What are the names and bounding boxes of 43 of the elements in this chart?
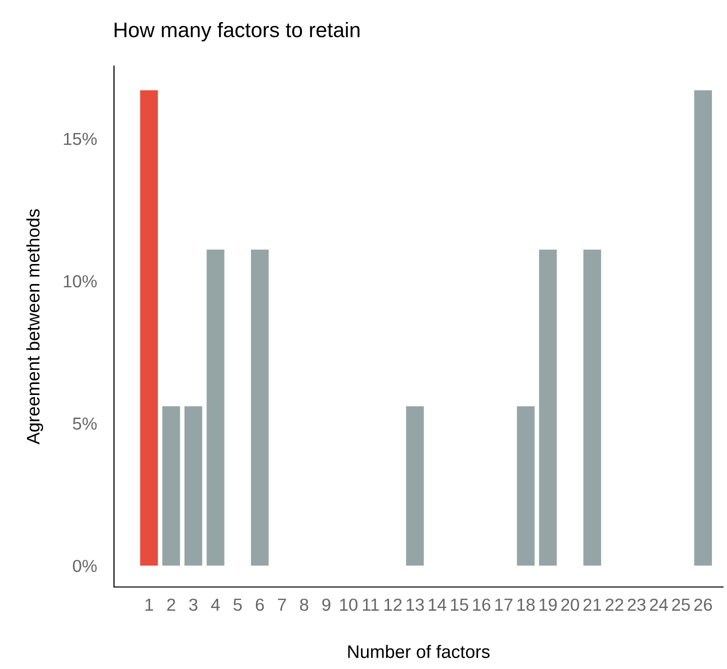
x-tick-label: 22 <box>606 598 624 611</box>
bar <box>140 90 158 566</box>
x-tick-label: 9 <box>322 598 330 611</box>
x-tick-label: 25 <box>672 598 690 611</box>
y-axis-title: Agreement between methods <box>26 209 44 444</box>
x-tick-label: 2 <box>167 598 176 611</box>
x-tick-label: 16 <box>473 598 490 611</box>
x-tick-label: 14 <box>428 598 446 611</box>
x-tick-label: 26 <box>694 598 712 611</box>
y-tick-label: 10% <box>64 275 97 288</box>
y-tick-label: 5% <box>72 418 97 430</box>
x-tick-label: 20 <box>561 598 580 611</box>
x-tick-label: 1 <box>146 598 153 611</box>
bar <box>162 406 180 566</box>
bar <box>539 250 557 566</box>
x-tick-label: 12 <box>384 598 402 611</box>
x-tick-label: 3 <box>189 598 198 611</box>
x-tick-label: 5 <box>234 598 242 611</box>
y-tick-label: 15% <box>64 132 97 146</box>
x-tick-label: 23 <box>628 598 646 611</box>
bar <box>406 406 424 566</box>
bar <box>206 250 224 566</box>
x-tick-label: 8 <box>300 598 308 611</box>
bar <box>516 406 535 566</box>
x-tick-label: 15 <box>450 598 468 611</box>
bar <box>694 90 712 566</box>
x-tick-label: 11 <box>362 598 379 611</box>
x-axis-title: Number of factors <box>348 644 490 658</box>
x-tick-label: 24 <box>650 598 668 611</box>
bar <box>184 406 202 566</box>
x-tick-label: 7 <box>278 598 286 611</box>
bar <box>583 250 602 566</box>
x-tick-label: 17 <box>495 598 512 611</box>
x-tick-label: 21 <box>583 598 602 611</box>
x-tick-label: 13 <box>406 598 424 611</box>
x-tick-label: 10 <box>340 598 358 611</box>
bar <box>250 250 269 566</box>
y-tick-label: 0% <box>72 560 97 572</box>
x-tick-label: 18 <box>517 598 535 611</box>
chart-title: How many factors to retain <box>114 22 360 42</box>
x-tick-label: 6 <box>256 598 264 611</box>
x-tick-label: 19 <box>540 598 557 611</box>
x-tick-label: 4 <box>211 598 220 611</box>
